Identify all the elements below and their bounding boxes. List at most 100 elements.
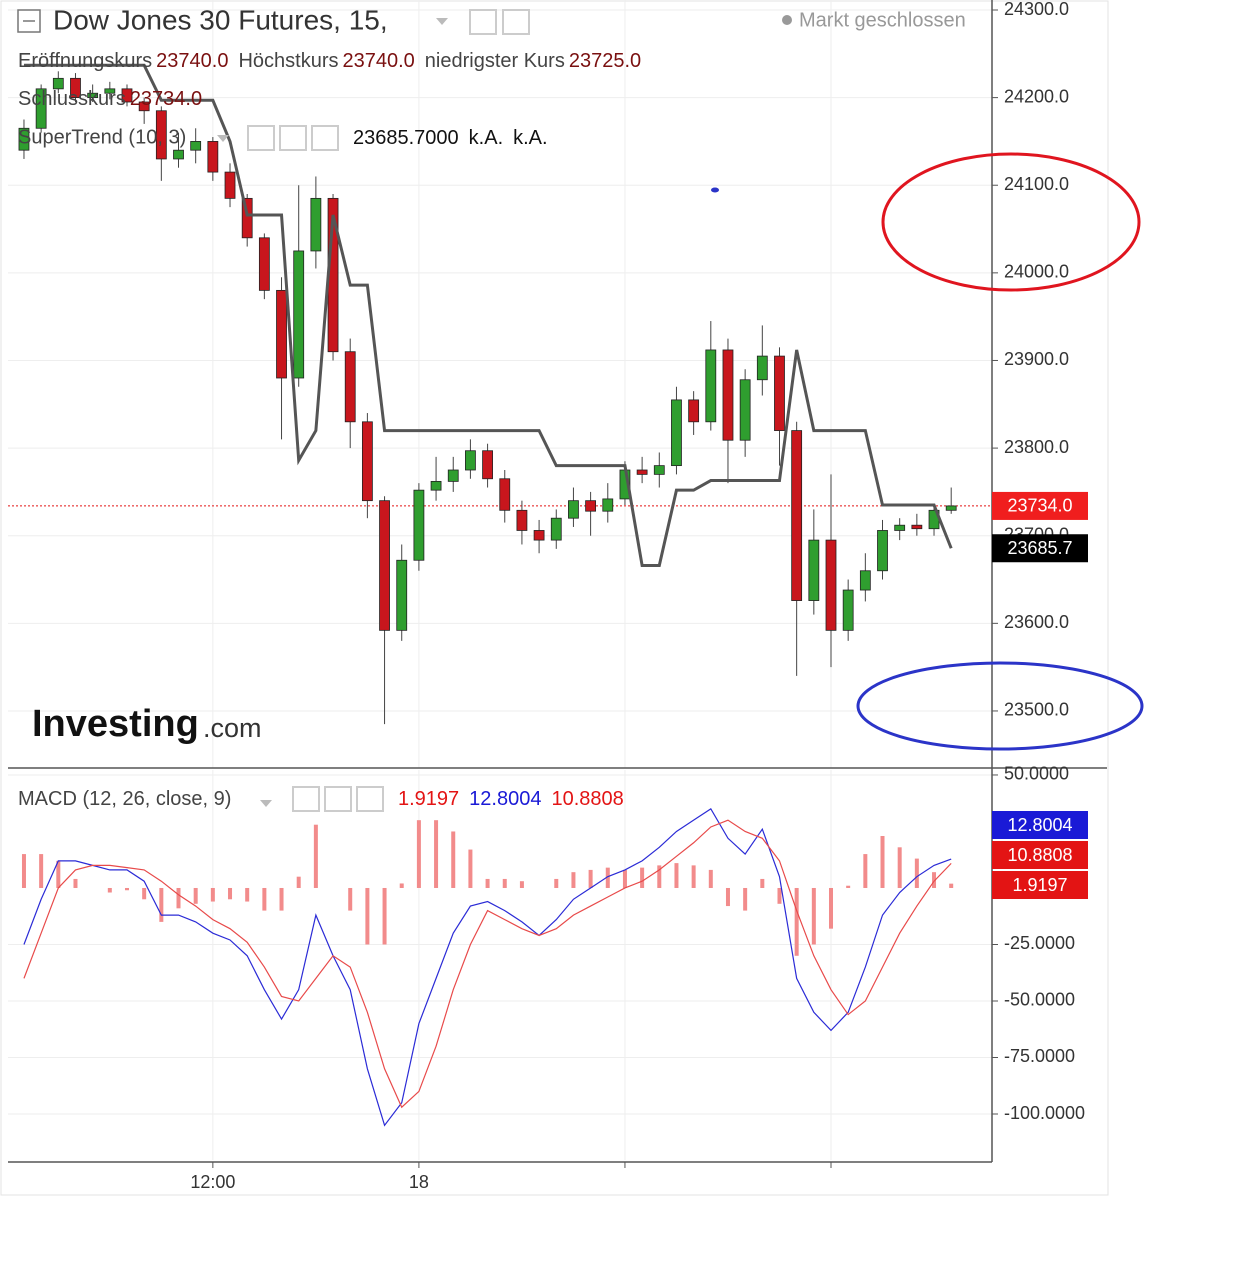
- histogram-bar: [56, 860, 61, 888]
- histogram-bar: [880, 835, 885, 888]
- histogram-bar: [863, 854, 868, 888]
- y-tick-label: -50.0000: [1004, 990, 1075, 1010]
- legend-value: 1.9197: [398, 788, 459, 810]
- histogram-bar: [21, 854, 26, 888]
- candle-body: [877, 530, 888, 572]
- histogram-bar: [296, 876, 301, 888]
- histogram-bar: [811, 887, 816, 945]
- candle-body: [774, 355, 785, 431]
- y-tick-label: 23900.0: [1004, 349, 1069, 369]
- annotation-ellipse: [856, 661, 1144, 751]
- candle-body: [258, 237, 270, 291]
- candle-body: [396, 559, 408, 631]
- dropdown-arrow[interactable]: [217, 135, 229, 142]
- dropdown-arrow[interactable]: [436, 18, 448, 25]
- legend-title: MACD (12, 26, close, 9): [18, 788, 231, 810]
- candle-body: [138, 101, 150, 112]
- candle-body: [87, 92, 99, 99]
- candle-body: [499, 478, 511, 511]
- histogram-bar: [107, 887, 112, 893]
- annotation-ellipse: [881, 152, 1141, 292]
- histogram-bar: [743, 887, 748, 911]
- supertrend-last-label-badge: [992, 534, 1088, 563]
- candle-body: [447, 469, 459, 482]
- candle-body: [465, 450, 476, 471]
- candle-body: [636, 469, 648, 475]
- legend-label: Eröffnungskurs: [18, 50, 152, 72]
- candle-body: [945, 505, 957, 511]
- candle-body: [70, 77, 81, 99]
- histogram-bar: [571, 872, 576, 888]
- legend-value: k.A.: [469, 127, 503, 149]
- supertrend-last-label: 23685.7: [1007, 538, 1072, 558]
- eye-icon[interactable]: [292, 786, 320, 812]
- candle-body: [190, 141, 202, 151]
- candle-body: [293, 250, 305, 379]
- candle-body: [173, 149, 184, 160]
- candle-body: [671, 399, 682, 467]
- macd-last-label-badge: [992, 811, 1088, 839]
- annotation-dot: [711, 187, 719, 193]
- histogram-bar: [73, 878, 78, 888]
- market-status: Markt geschlossen: [799, 9, 966, 31]
- histogram-bar: [502, 878, 507, 888]
- macd-last-label-badge: [992, 871, 1088, 899]
- candle-body: [859, 570, 871, 591]
- remove-icon[interactable]: [356, 786, 384, 812]
- legend-value: 10.8808: [551, 788, 623, 810]
- dropdown-arrow[interactable]: [260, 800, 272, 807]
- legend-value: 23740.0: [342, 50, 414, 72]
- histogram-bar: [519, 881, 524, 888]
- y-tick-label: 23800.0: [1004, 437, 1069, 457]
- histogram-bar: [279, 887, 284, 911]
- eye-icon[interactable]: [247, 125, 275, 151]
- y-tick-label: -100.0000: [1004, 1103, 1085, 1123]
- candle-body: [276, 289, 287, 379]
- candle-body: [413, 489, 425, 561]
- histogram-bar: [416, 820, 421, 888]
- macd-legend: MACD (12, 26, close, 9): [18, 788, 231, 810]
- y-tick-label: 50.0000: [1004, 764, 1069, 784]
- legend-label: niedrigster Kurs: [425, 50, 565, 72]
- histogram-bar: [725, 887, 730, 907]
- histogram-bar: [657, 865, 662, 888]
- histogram-bar: [193, 887, 198, 904]
- legend-value: 12.8004: [469, 788, 541, 810]
- legend-value: 23725.0: [569, 50, 641, 72]
- histogram-bar: [245, 887, 250, 902]
- histogram-bar: [348, 887, 353, 911]
- histogram-bar: [897, 847, 902, 888]
- macd-last-label-badge: [992, 841, 1088, 869]
- histogram-bar: [622, 869, 627, 888]
- settings-icon[interactable]: [279, 125, 307, 151]
- candle-body: [224, 171, 236, 199]
- candle-body: [653, 465, 665, 475]
- settings-icon[interactable]: [502, 9, 530, 35]
- candle-body: [722, 349, 734, 441]
- candle-body: [52, 77, 64, 90]
- macd-line: [23, 819, 952, 1109]
- y-tick-label: 24100.0: [1004, 174, 1069, 194]
- histogram-bar: [210, 887, 215, 902]
- histogram-bar: [142, 887, 147, 900]
- histogram-bar: [777, 887, 782, 904]
- settings-icon[interactable]: [324, 786, 352, 812]
- last-price-label: 23734.0: [1007, 496, 1072, 516]
- histogram-bar: [262, 887, 267, 911]
- macd-last-label: 1.9197: [1012, 875, 1067, 895]
- candle-body: [739, 379, 751, 441]
- histogram-bar: [605, 867, 610, 888]
- macd-line: [23, 808, 952, 1127]
- x-tick-label: 18: [409, 1172, 429, 1192]
- eye-icon[interactable]: [469, 9, 497, 35]
- histogram-bar: [691, 865, 696, 888]
- histogram-bar: [485, 878, 490, 888]
- histogram-bar: [176, 887, 181, 909]
- histogram-bar: [554, 878, 559, 888]
- remove-icon[interactable]: [311, 125, 339, 151]
- y-tick-label: 23600.0: [1004, 612, 1069, 632]
- histogram-bar: [399, 883, 404, 888]
- candle-body: [344, 351, 356, 423]
